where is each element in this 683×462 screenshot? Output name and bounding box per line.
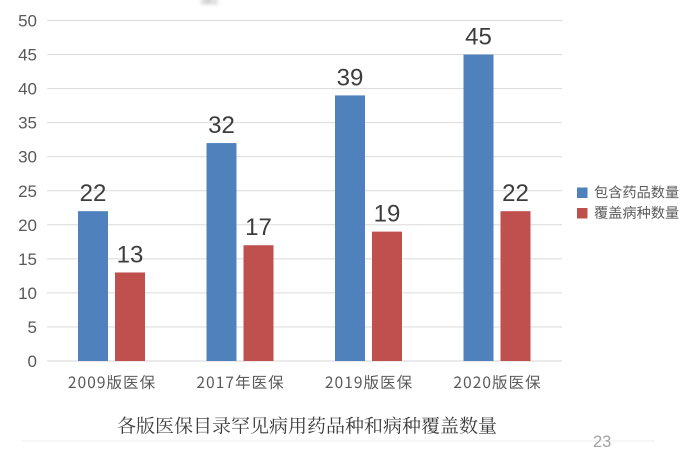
svg-text:0: 0 (28, 352, 37, 371)
svg-text:15: 15 (18, 250, 37, 269)
svg-text:5: 5 (28, 318, 37, 337)
svg-text:10: 10 (18, 284, 37, 303)
svg-text:39: 39 (337, 64, 364, 91)
svg-text:32: 32 (208, 112, 235, 139)
svg-text:20: 20 (18, 216, 37, 235)
svg-text:35: 35 (18, 114, 37, 133)
svg-text:22: 22 (502, 180, 529, 207)
svg-text:45: 45 (18, 46, 37, 65)
svg-text:30: 30 (18, 148, 37, 167)
svg-text:40: 40 (18, 80, 37, 99)
svg-text:22: 22 (80, 180, 107, 207)
svg-text:23: 23 (593, 433, 611, 451)
svg-text:19: 19 (374, 201, 401, 228)
svg-text:17: 17 (245, 214, 272, 241)
svg-text:13: 13 (117, 241, 144, 268)
svg-text:25: 25 (18, 182, 37, 201)
svg-text:50: 50 (18, 12, 37, 31)
svg-text:45: 45 (465, 24, 492, 51)
